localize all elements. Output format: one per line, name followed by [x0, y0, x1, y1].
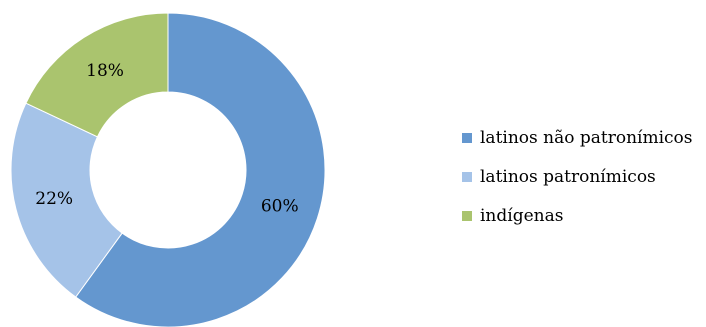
legend-label: indígenas — [480, 205, 564, 226]
legend-item-latinos-nao-patronimicos: latinos não patronímicos — [462, 118, 693, 157]
slice-label-2: 18% — [86, 61, 124, 81]
slice-2 — [25, 12, 169, 138]
legend-label: latinos não patronímicos — [480, 127, 693, 148]
slice-label-1: 22% — [35, 189, 73, 209]
legend-item-latinos-patronimicos: latinos patronímicos — [462, 157, 693, 196]
legend-label: latinos patronímicos — [480, 166, 656, 187]
slice-0 — [75, 12, 326, 327]
legend-swatch — [462, 210, 472, 221]
legend-swatch — [462, 171, 472, 182]
legend-swatch — [462, 132, 472, 143]
legend-item-indigenas: indígenas — [462, 196, 693, 235]
slice-label-0: 60% — [261, 196, 299, 216]
slice-1 — [10, 102, 123, 298]
legend: latinos não patronímicos latinos patroní… — [462, 118, 693, 235]
